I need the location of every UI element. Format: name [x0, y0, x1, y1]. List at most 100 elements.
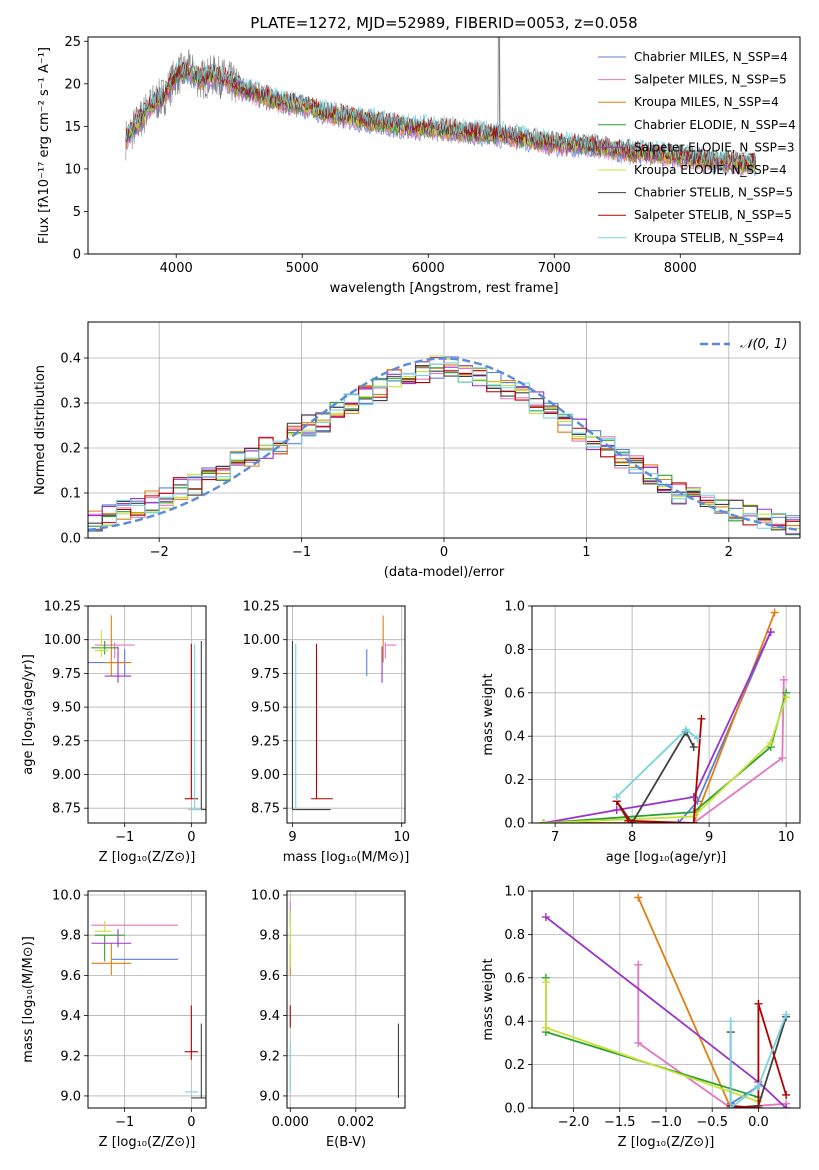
y-tick-label: 0.0: [60, 532, 81, 547]
error-bar-point: [91, 641, 118, 655]
y-tick-label: 20: [64, 77, 81, 92]
y-tick-label: 15: [64, 120, 81, 135]
x-tick-label: 10: [778, 830, 795, 845]
error-bar-point: [94, 921, 112, 932]
x-tick-label: −2.0: [558, 1115, 590, 1130]
x-tick-label: −0.5: [696, 1115, 728, 1130]
y-tick-label: 9.00: [251, 768, 280, 783]
axes-frame: [87, 36, 801, 255]
x-tick-label: 2: [725, 545, 733, 560]
x-tick-label: −1: [115, 1115, 134, 1130]
model-spectrum-line: [125, 58, 756, 167]
error-bar-point: [94, 630, 108, 658]
x-axis-label: wavelength [Angstrom, rest frame]: [330, 281, 559, 296]
x-axis-label: mass [log₁₀(M/M⊙)]: [283, 850, 410, 865]
y-tick-label: 0.2: [60, 442, 81, 457]
error-bar-point: [184, 643, 198, 800]
y-tick-label: 0.4: [504, 730, 525, 745]
plot-area: [125, 37, 756, 178]
y-axis-label: age [log₁₀(age/yr)]: [21, 654, 36, 775]
y-axis-label: Normed distribution: [33, 365, 48, 495]
error-bar-point: [191, 1023, 206, 1099]
y-tick-label: 0.1: [60, 487, 81, 502]
legend-entry: Kroupa ELODIE, N_SSP=4: [634, 163, 787, 177]
y-tick-label: 9.2: [60, 1049, 81, 1064]
x-axis-label: age [log₁₀(age/yr)]: [606, 850, 727, 865]
legend-entry: 𝒩(0, 1): [740, 337, 787, 352]
y-tick-label: 0.0: [504, 1102, 525, 1117]
chart-age-vs-mass: 9 10 8.75 9.00 9.25 9.50 9.75 10.00 10.25 mass [l…: [243, 600, 410, 866]
mass-weight-marker: [770, 608, 779, 617]
mass-weight-marker: [754, 1104, 763, 1108]
x-tick-label: 0.000: [272, 1115, 309, 1130]
y-axis-label: mass weight: [481, 958, 496, 1040]
legend-entry: Salpeter ELODIE, N_SSP=3: [634, 140, 795, 154]
y-tick-label: 9.75: [52, 667, 81, 682]
y-tick-label: 0.8: [504, 643, 525, 658]
legend-entry: Kroupa STELIB, N_SSP=4: [634, 231, 784, 245]
x-tick-label: 9: [705, 830, 713, 845]
x-tick-label: 6000: [412, 261, 445, 276]
mass-weight-marker: [693, 734, 702, 743]
plot-area: [88, 355, 800, 536]
x-tick-label: 0: [440, 545, 448, 560]
mass-weight-marker: [541, 978, 550, 987]
error-bar-point: [311, 643, 333, 800]
y-tick-label: 9.0: [60, 1089, 81, 1104]
chart-title: PLATE=1272, MJD=52989, FIBERID=0053, z=0…: [250, 14, 637, 32]
legend-entry: Salpeter STELIB, N_SSP=5: [634, 208, 792, 222]
legend-entry: Chabrier ELODIE, N_SSP=4: [634, 118, 796, 132]
error-bar-point: [188, 643, 202, 811]
x-axis-label: (data-model)/error: [384, 565, 505, 580]
plot-area: [289, 901, 399, 1098]
plot-area: [291, 615, 397, 811]
y-tick-label: 9.2: [259, 1049, 280, 1064]
y-tick-label: 10.0: [52, 889, 81, 904]
mass-weight-line: [543, 696, 787, 823]
mass-weight-marker: [634, 1038, 643, 1047]
x-tick-label: 8: [628, 830, 636, 845]
error-bar-point: [384, 642, 397, 659]
axes-frame: [87, 890, 207, 1109]
y-tick-label: 10.00: [44, 633, 81, 648]
y-tick-label: 10.00: [243, 633, 280, 648]
y-tick-label: 0.0: [504, 817, 525, 832]
x-tick-label: 7000: [538, 261, 571, 276]
axes-frame: [87, 605, 207, 824]
mass-weight-marker: [766, 628, 775, 637]
y-tick-label: 0.3: [60, 397, 81, 412]
y-tick-label: 8.75: [251, 802, 280, 817]
x-tick-label: 7: [551, 830, 559, 845]
y-tick-label: 9.4: [60, 1009, 81, 1024]
axes-frame: [531, 605, 801, 824]
mass-weight-line: [637, 897, 759, 1108]
y-tick-label: 9.25: [251, 734, 280, 749]
mass-weight-marker: [782, 1010, 791, 1019]
mass-weight-line: [730, 1003, 787, 1108]
y-tick-label: 8.75: [52, 802, 81, 817]
x-tick-label: 0: [187, 1115, 195, 1130]
x-tick-label: −1.5: [604, 1115, 636, 1130]
x-tick-label: 1: [582, 545, 590, 560]
y-tick-label: 9.0: [259, 1089, 280, 1104]
error-bar-point: [91, 943, 132, 976]
x-axis-label: Z [log₁₀(Z/Z⊙)]: [99, 850, 196, 865]
x-tick-label: −2: [150, 545, 169, 560]
y-axis-label: mass [log₁₀(M/M⊙)]: [21, 936, 36, 1063]
error-bar-point: [91, 929, 132, 948]
y-tick-label: 1.0: [504, 885, 525, 900]
y-tick-label: 9.50: [52, 701, 81, 716]
x-axis-label: Z [log₁₀(Z/Z⊙)]: [618, 1135, 715, 1150]
x-tick-label: −1: [292, 545, 311, 560]
y-tick-label: 9.4: [259, 1009, 280, 1024]
axes-frame: [286, 605, 406, 824]
x-tick-label: 8000: [664, 261, 697, 276]
x-tick-label: −1: [115, 830, 134, 845]
mass-weight-marker: [778, 753, 787, 762]
mass-weight-line: [543, 631, 772, 823]
y-tick-label: 9.25: [52, 734, 81, 749]
y-tick-label: 9.6: [60, 969, 81, 984]
x-tick-label: 9: [288, 830, 296, 845]
mass-weight-line: [545, 977, 759, 1099]
mass-weight-line: [615, 718, 703, 823]
